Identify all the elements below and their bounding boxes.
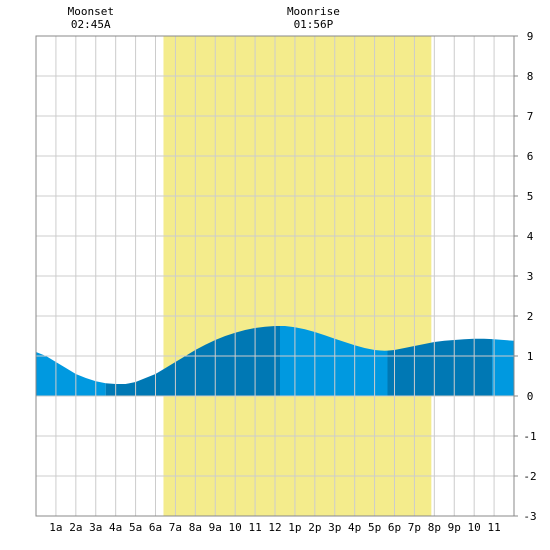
tide-area (36, 326, 514, 396)
x-tick-label: 9a (209, 521, 222, 534)
x-tick-label: 8p (428, 521, 441, 534)
y-tick-label: -1 (523, 430, 536, 443)
y-axis: -3 -2 -1 0 1 2 3 4 5 6 7 8 9 (514, 30, 537, 523)
x-tick-label: 4p (348, 521, 361, 534)
x-tick-label: 3p (328, 521, 341, 534)
x-tick-label: 6a (149, 521, 162, 534)
x-tick-label: 12 (268, 521, 281, 534)
x-tick-label: 2a (69, 521, 82, 534)
x-tick-label: 2p (308, 521, 321, 534)
tide-segment (105, 326, 280, 396)
tide-segment (387, 338, 493, 396)
x-tick-label: 10 (468, 521, 481, 534)
x-tick-label: 8a (189, 521, 202, 534)
x-tick-label: 7p (408, 521, 421, 534)
y-tick-label: 1 (527, 350, 534, 363)
y-tick-label: 2 (527, 310, 534, 323)
x-tick-label: 9p (448, 521, 461, 534)
x-tick-label: 6p (388, 521, 401, 534)
plot-border (35, 35, 515, 517)
x-tick-label: 5a (129, 521, 142, 534)
tide-segment (492, 339, 514, 396)
x-tick-label: 4a (109, 521, 122, 534)
y-tick-label: 7 (527, 110, 534, 123)
moon-event-label: Moonset (68, 5, 114, 18)
moon-event-time: 01:56P (294, 18, 334, 31)
moon-event-label: Moonrise (287, 5, 340, 18)
y-tick-label: 6 (527, 150, 534, 163)
y-tick-label: 8 (527, 70, 534, 83)
y-tick-label: 3 (527, 270, 534, 283)
tide-segment (280, 326, 388, 396)
x-tick-label: 10 (229, 521, 242, 534)
x-tick-label: 1p (288, 521, 301, 534)
x-tick-label: 5p (368, 521, 381, 534)
y-tick-label: -3 (523, 510, 536, 523)
y-tick-label: -2 (523, 470, 536, 483)
y-tick-label: 9 (527, 30, 534, 43)
x-axis: 1a 2a 3a 4a 5a 6a 7a 8a 9a 10 11 12 1p 2p 3p 4p 5p 6p 7p 8p… (49, 521, 500, 534)
tide-segment (36, 352, 106, 396)
grid (36, 36, 514, 516)
x-tick-label: 1a (49, 521, 62, 534)
x-tick-label: 11 (248, 521, 261, 534)
x-tick-label: 3a (89, 521, 102, 534)
x-tick-label: 7a (169, 521, 182, 534)
y-tick-label: 5 (527, 190, 534, 203)
y-tick-label: 4 (527, 230, 534, 243)
x-tick-label: 11 (487, 521, 500, 534)
y-tick-label: 0 (527, 390, 534, 403)
moon-event-time: 02:45A (71, 18, 111, 31)
